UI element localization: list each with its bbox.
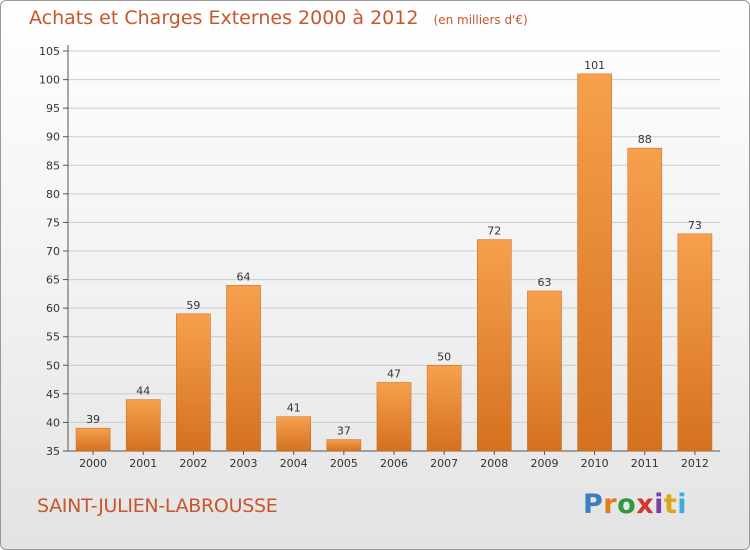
- ytick-label-55: 55: [46, 331, 60, 344]
- data-label-2007: 50: [437, 350, 451, 363]
- xtick-label-2010: 2010: [581, 457, 609, 470]
- xtick-label-2008: 2008: [480, 457, 508, 470]
- data-label-2011: 88: [638, 133, 652, 146]
- xtick-label-2012: 2012: [681, 457, 709, 470]
- ytick-label-35: 35: [46, 445, 60, 458]
- xtick-label-2002: 2002: [179, 457, 207, 470]
- bar-2004: [276, 416, 311, 452]
- label-layer: 39 44 59 64 41 37 47 50 72 63 101 88 73: [86, 59, 702, 438]
- xtick-label-2000: 2000: [79, 457, 107, 470]
- data-label-2008: 72: [487, 225, 501, 238]
- data-label-2010: 101: [584, 59, 605, 72]
- ytick-label-45: 45: [46, 388, 60, 401]
- ytick-label-95: 95: [46, 102, 60, 115]
- ytick-label-70: 70: [46, 245, 60, 258]
- logo-letter: o: [617, 489, 637, 520]
- axis-layer: 35 40 45 50 55 60 65 70 75 80 85 90 95 100 105 2000 2001…: [39, 45, 720, 470]
- bar-2012: [677, 233, 713, 452]
- ytick-label-80: 80: [46, 188, 60, 201]
- logo-letter: t: [663, 489, 678, 520]
- proxiti-logo[interactable]: Proxiti: [583, 489, 687, 520]
- xtick-label-2003: 2003: [230, 457, 258, 470]
- logo-letter: P: [583, 489, 604, 520]
- commune-name: SAINT-JULIEN-LABROUSSE: [37, 495, 278, 517]
- data-label-2005: 37: [337, 425, 351, 438]
- bar-2000: [75, 427, 111, 452]
- logo-letter: i: [677, 489, 688, 520]
- logo-letter: x: [636, 489, 655, 520]
- bar-2007: [426, 365, 462, 452]
- bar-2001: [125, 399, 161, 452]
- ytick-label-60: 60: [46, 302, 60, 315]
- logo-letter: i: [654, 489, 664, 520]
- ytick-label-90: 90: [46, 131, 60, 144]
- xtick-label-2007: 2007: [430, 457, 458, 470]
- bar-2009: [527, 290, 562, 452]
- xtick-label-2009: 2009: [530, 457, 558, 470]
- logo-letter: r: [603, 489, 618, 520]
- data-label-2009: 63: [537, 276, 551, 289]
- ytick-label-100: 100: [39, 74, 60, 87]
- bar-2003: [226, 285, 261, 452]
- ytick-label-50: 50: [46, 359, 60, 372]
- bar-2008: [477, 239, 512, 452]
- data-label-2003: 64: [237, 270, 251, 283]
- ytick-label-85: 85: [46, 159, 60, 172]
- data-label-2002: 59: [186, 299, 200, 312]
- title-row: Achats et Charges Externes 2000 à 2012 (…: [29, 7, 528, 29]
- xtick-label-2011: 2011: [631, 457, 659, 470]
- ytick-label-105: 105: [39, 45, 60, 58]
- chart-subtitle: (en milliers d'€): [433, 13, 528, 27]
- bar-2011: [627, 147, 663, 452]
- data-label-2004: 41: [287, 402, 301, 415]
- xtick-label-2006: 2006: [380, 457, 408, 470]
- data-label-2000: 39: [86, 413, 100, 426]
- bar-2006: [376, 382, 412, 452]
- bar-layer: [75, 73, 713, 452]
- data-label-2012: 73: [688, 219, 702, 232]
- data-label-2001: 44: [136, 385, 150, 398]
- xtick-label-2005: 2005: [330, 457, 358, 470]
- ytick-label-40: 40: [46, 416, 60, 429]
- data-label-2006: 47: [387, 367, 401, 380]
- xtick-label-2004: 2004: [280, 457, 308, 470]
- bar-2002: [176, 313, 211, 452]
- chart-title: Achats et Charges Externes 2000 à 2012: [29, 7, 419, 29]
- ytick-label-65: 65: [46, 274, 60, 287]
- xtick-label-2001: 2001: [129, 457, 157, 470]
- bar-2005: [326, 439, 362, 452]
- bar-2010: [577, 73, 612, 452]
- ytick-label-75: 75: [46, 216, 60, 229]
